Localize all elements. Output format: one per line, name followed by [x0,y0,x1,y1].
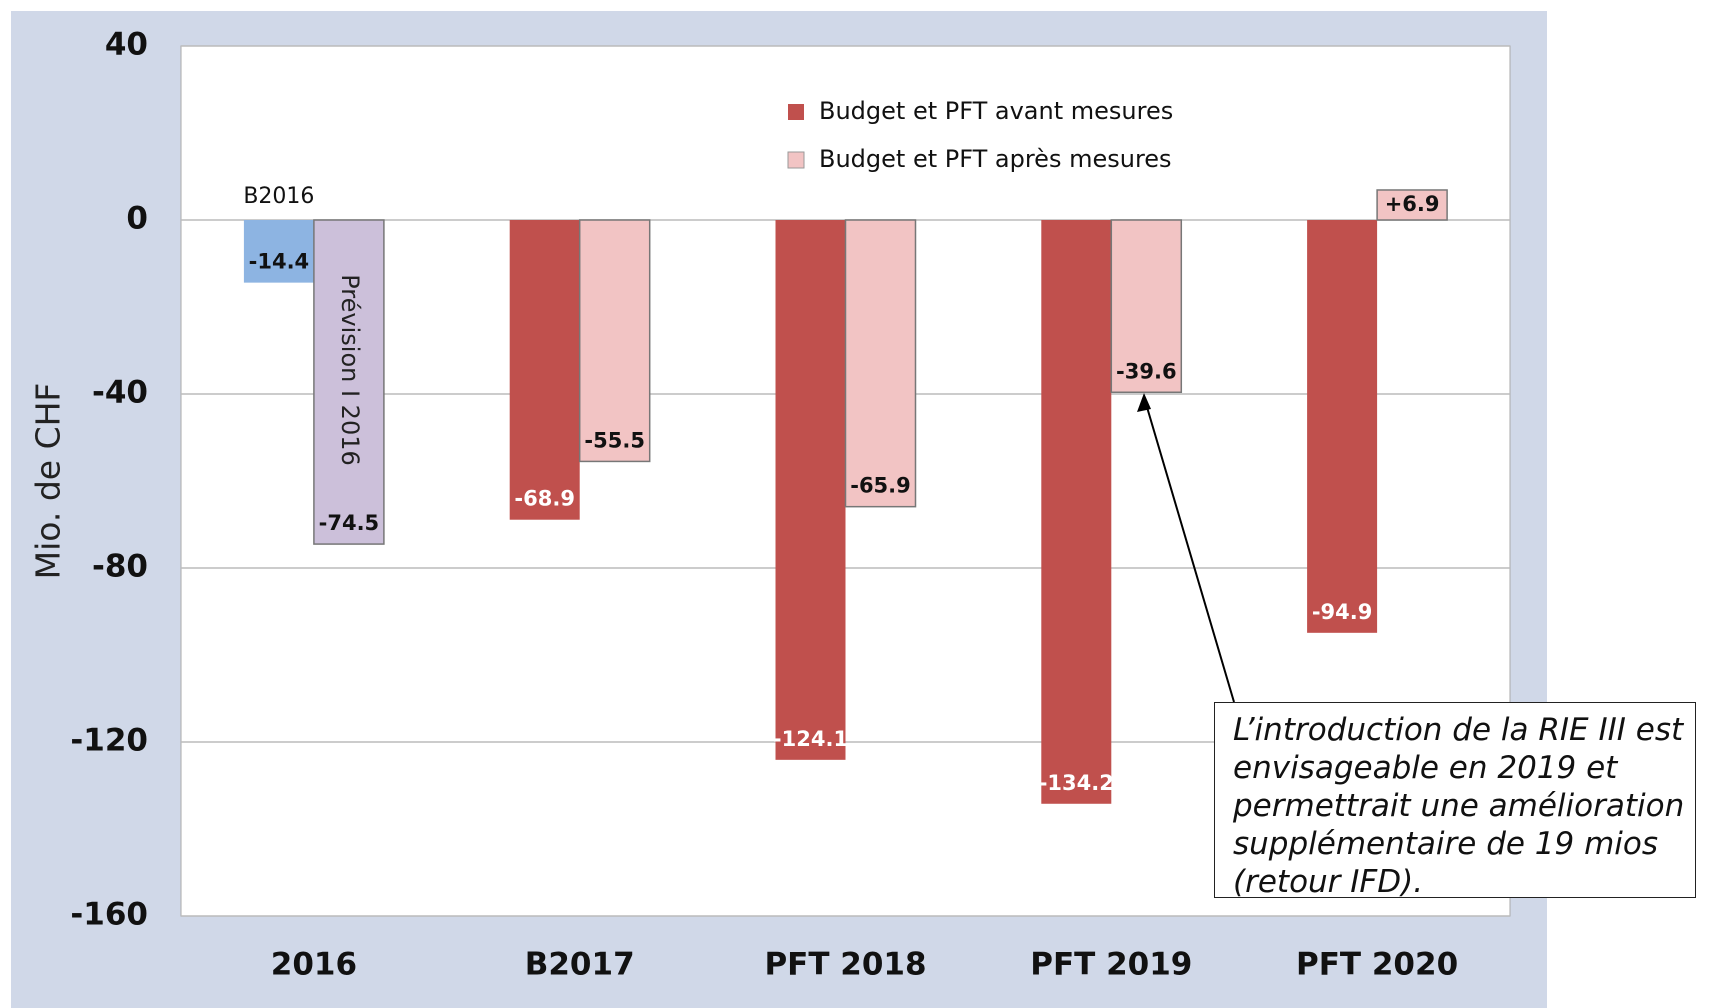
y-tick-label: 0 [126,201,148,237]
data-label: -74.5 [319,511,380,535]
data-label: -39.6 [1116,359,1177,383]
bar [313,219,385,545]
x-tick-label: PFT 2018 [764,947,926,983]
data-label: -14.4 [249,250,310,274]
legend-label: Budget et PFT après mesures [819,145,1172,173]
annotation: Prévision I 2016 [336,274,364,466]
y-tick-label: -40 [92,375,148,411]
data-label: -65.9 [850,474,911,498]
data-label: -68.9 [514,487,575,511]
annotation-arrow [1143,396,1235,703]
bar [243,220,314,283]
arrow-head [1137,393,1151,412]
y-axis-label: Mio. de CHF [29,383,68,580]
x-tick-label: PFT 2019 [1030,947,1192,983]
legend-label: Budget et PFT avant mesures [819,97,1173,125]
bar [1041,220,1112,804]
legend-marker [787,151,805,169]
annotation: B2016 [243,184,314,209]
y-tick-label: -160 [70,897,148,933]
data-label: -94.9 [1312,600,1373,624]
bar [509,220,580,520]
bar [1110,219,1183,394]
bar [578,219,651,463]
x-tick-label: B2017 [525,947,635,983]
bar [1376,189,1448,221]
data-label: -134.2 [1039,771,1114,795]
data-label: -55.5 [584,428,645,452]
y-tick-label: -120 [70,723,148,759]
x-tick-label: PFT 2020 [1296,947,1458,983]
bar [775,220,846,760]
bar [844,219,917,508]
y-tick-label: 40 [105,27,148,63]
x-tick-label: 2016 [271,947,357,983]
data-label: -124.1 [773,727,848,751]
data-label: +6.9 [1385,192,1440,216]
y-tick-label: -80 [92,549,148,585]
bars [243,189,1448,804]
annotation-box: L’introduction de la RIE III est envisag… [1214,702,1696,900]
bar [1307,220,1378,633]
legend-marker [788,104,804,120]
